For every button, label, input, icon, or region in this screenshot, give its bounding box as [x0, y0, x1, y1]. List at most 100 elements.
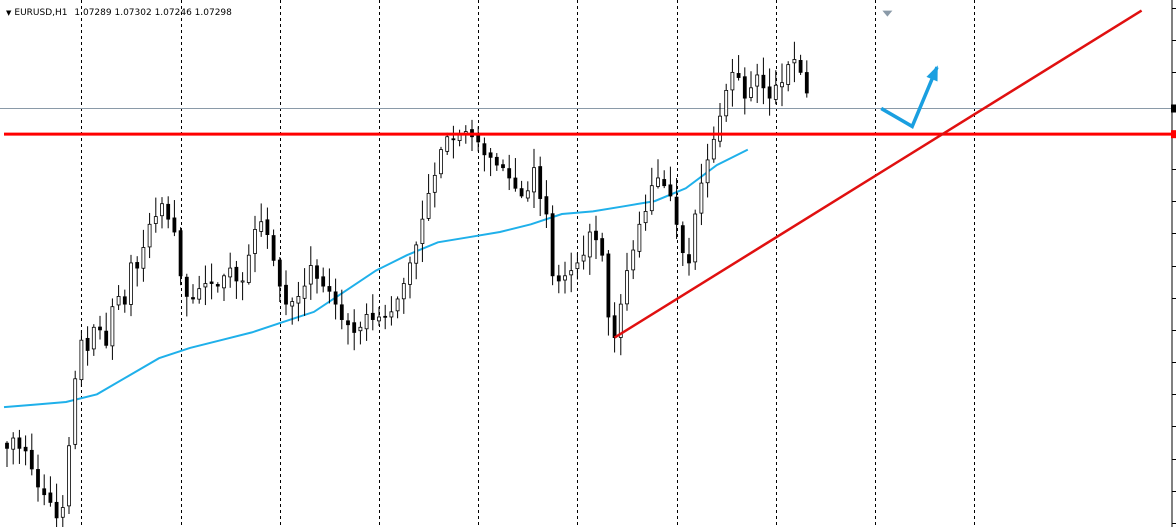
- candle[interactable]: [104, 312, 109, 349]
- candle[interactable]: [501, 159, 505, 172]
- shift-marker-icon[interactable]: [882, 10, 893, 17]
- candle[interactable]: [550, 205, 555, 286]
- candle[interactable]: [48, 476, 53, 507]
- candle[interactable]: [153, 197, 158, 233]
- candle[interactable]: [42, 474, 47, 506]
- candle[interactable]: [587, 223, 592, 275]
- candle[interactable]: [680, 221, 685, 266]
- candle[interactable]: [327, 268, 332, 304]
- candle[interactable]: [110, 298, 115, 360]
- candle[interactable]: [116, 285, 121, 310]
- candle[interactable]: [525, 181, 530, 202]
- candle[interactable]: [445, 132, 450, 155]
- moving-average-line[interactable]: [3, 148, 749, 409]
- candle[interactable]: [569, 252, 574, 293]
- candle[interactable]: [203, 265, 208, 306]
- candle[interactable]: [439, 146, 443, 179]
- candle[interactable]: [54, 483, 59, 527]
- candle[interactable]: [513, 158, 518, 192]
- candle[interactable]: [277, 257, 282, 303]
- candle[interactable]: [29, 433, 34, 476]
- candle[interactable]: [476, 126, 481, 152]
- candle[interactable]: [383, 304, 388, 330]
- candle[interactable]: [742, 67, 747, 115]
- candle[interactable]: [284, 270, 288, 316]
- candle[interactable]: [538, 156, 543, 217]
- candle[interactable]: [141, 229, 146, 282]
- candle[interactable]: [718, 103, 722, 148]
- candle[interactable]: [575, 252, 580, 280]
- candle[interactable]: [656, 159, 660, 189]
- candle[interactable]: [606, 250, 611, 336]
- candle[interactable]: [773, 70, 778, 105]
- candle[interactable]: [687, 237, 691, 276]
- candle[interactable]: [178, 227, 183, 286]
- candle[interactable]: [91, 324, 96, 356]
- candle[interactable]: [798, 54, 803, 75]
- candle[interactable]: [333, 278, 338, 320]
- candle[interactable]: [364, 303, 369, 341]
- candle[interactable]: [395, 296, 400, 319]
- candle[interactable]: [265, 207, 270, 249]
- candle[interactable]: [755, 63, 760, 103]
- candle[interactable]: [11, 432, 16, 465]
- candle[interactable]: [184, 273, 189, 317]
- candle[interactable]: [674, 178, 679, 239]
- candle[interactable]: [625, 252, 629, 311]
- candle[interactable]: [85, 326, 90, 366]
- candle[interactable]: [426, 174, 431, 221]
- candle[interactable]: [544, 180, 549, 228]
- candle[interactable]: [705, 143, 710, 198]
- candle[interactable]: [122, 289, 127, 313]
- dropdown-triangle-icon[interactable]: ▼: [6, 9, 12, 17]
- candle[interactable]: [618, 294, 623, 356]
- candle[interactable]: [377, 306, 381, 326]
- candle[interactable]: [432, 162, 437, 208]
- candle[interactable]: [532, 148, 536, 208]
- candle[interactable]: [352, 309, 357, 351]
- candle[interactable]: [191, 284, 195, 304]
- forecast-arrow[interactable]: [880, 66, 939, 129]
- candle[interactable]: [370, 294, 375, 331]
- candle[interactable]: [662, 170, 667, 189]
- candle[interactable]: [649, 167, 654, 215]
- candle[interactable]: [321, 267, 326, 293]
- candle[interactable]: [631, 240, 636, 280]
- candle[interactable]: [36, 454, 40, 502]
- candle[interactable]: [414, 241, 419, 280]
- candle[interactable]: [166, 196, 171, 229]
- candle[interactable]: [23, 435, 28, 466]
- candle[interactable]: [79, 330, 84, 388]
- candle[interactable]: [786, 61, 791, 92]
- candle[interactable]: [600, 232, 605, 262]
- candle[interactable]: [420, 200, 425, 263]
- candle[interactable]: [246, 244, 251, 285]
- candle[interactable]: [767, 68, 772, 116]
- candle[interactable]: [494, 153, 499, 171]
- candle[interactable]: [259, 203, 264, 237]
- candle[interactable]: [73, 370, 78, 450]
- candle[interactable]: [780, 63, 784, 107]
- candle[interactable]: [637, 211, 642, 258]
- candle[interactable]: [296, 281, 301, 322]
- candle[interactable]: [253, 215, 257, 273]
- candle[interactable]: [302, 268, 307, 316]
- ascending-trendline[interactable]: [613, 9, 1143, 339]
- candle[interactable]: [308, 246, 313, 300]
- candle[interactable]: [612, 302, 617, 353]
- candle[interactable]: [668, 166, 673, 202]
- candle[interactable]: [315, 259, 319, 294]
- candle[interactable]: [730, 58, 735, 107]
- candle[interactable]: [160, 197, 164, 229]
- candle[interactable]: [699, 163, 704, 226]
- candle[interactable]: [234, 260, 239, 299]
- candle[interactable]: [457, 129, 462, 147]
- candle[interactable]: [408, 256, 412, 299]
- candle[interactable]: [389, 296, 394, 326]
- candle[interactable]: [693, 209, 698, 270]
- candle[interactable]: [711, 126, 716, 163]
- candle[interactable]: [482, 137, 487, 172]
- candle[interactable]: [60, 495, 65, 527]
- candle[interactable]: [401, 277, 406, 314]
